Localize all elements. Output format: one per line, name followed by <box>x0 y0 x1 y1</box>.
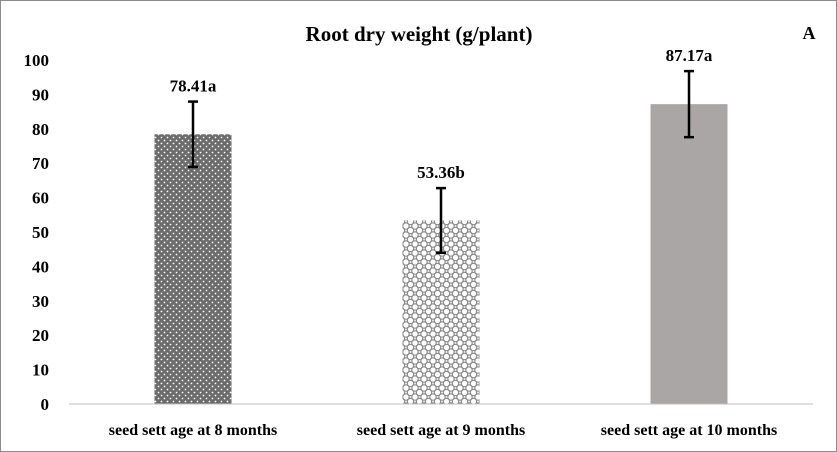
y-tick-label: 60 <box>32 189 49 208</box>
y-tick-label: 100 <box>24 51 50 70</box>
y-tick-label: 90 <box>32 85 49 104</box>
data-label: 53.36b <box>417 163 465 182</box>
data-labels: 78.41a 53.36b 87.17a <box>170 46 713 182</box>
y-tick-label: 20 <box>32 326 49 345</box>
x-category-label: seed sett age at 9 months <box>357 422 525 439</box>
y-tick-label: 50 <box>32 223 49 242</box>
y-axis-ticks: 0 10 20 30 40 50 60 70 80 90 100 <box>24 51 50 414</box>
data-label: 78.41a <box>170 77 217 96</box>
x-axis-categories: seed sett age at 8 months seed sett age a… <box>109 422 777 439</box>
x-category-label: seed sett age at 8 months <box>109 422 277 439</box>
data-label: 87.17a <box>666 46 713 65</box>
x-category-label: seed sett age at 10 months <box>601 422 777 439</box>
bar <box>651 104 728 404</box>
y-tick-label: 70 <box>32 154 49 173</box>
y-tick-label: 80 <box>32 120 49 139</box>
bar <box>155 134 232 404</box>
y-tick-label: 30 <box>32 292 49 311</box>
error-bars <box>188 71 694 253</box>
panel-label: A <box>803 23 816 43</box>
y-tick-label: 0 <box>41 395 50 414</box>
y-tick-label: 40 <box>32 257 49 276</box>
y-tick-label: 10 <box>32 361 49 380</box>
bars <box>155 104 728 404</box>
chart-title: Root dry weight (g/plant) <box>306 22 533 46</box>
